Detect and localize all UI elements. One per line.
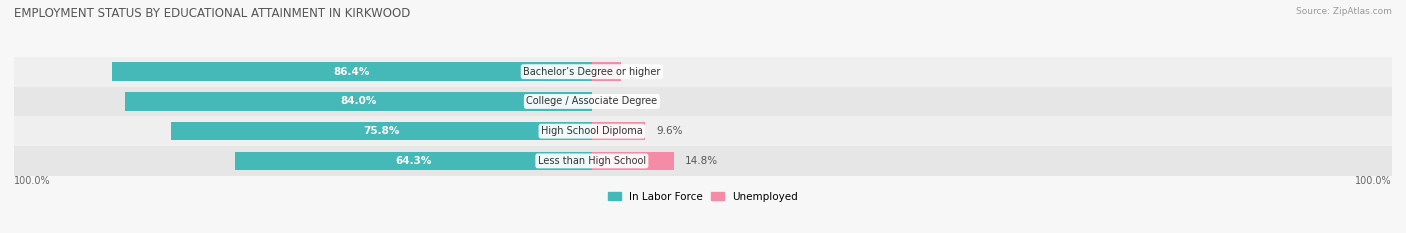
Text: College / Associate Degree: College / Associate Degree [526,96,658,106]
Text: EMPLOYMENT STATUS BY EDUCATIONAL ATTAINMENT IN KIRKWOOD: EMPLOYMENT STATUS BY EDUCATIONAL ATTAINM… [14,7,411,20]
Text: Source: ZipAtlas.com: Source: ZipAtlas.com [1296,7,1392,16]
Text: 75.8%: 75.8% [363,126,399,136]
Text: 9.6%: 9.6% [657,126,683,136]
Bar [170,122,592,140]
Bar [125,92,592,111]
Text: Less than High School: Less than High School [538,156,645,166]
Bar [14,86,1392,116]
Bar [592,122,645,140]
Text: 86.4%: 86.4% [333,67,370,77]
Text: 100.0%: 100.0% [1355,176,1392,186]
Bar [14,116,1392,146]
Bar [235,152,592,170]
Legend: In Labor Force, Unemployed: In Labor Force, Unemployed [609,192,797,202]
Text: Bachelor’s Degree or higher: Bachelor’s Degree or higher [523,67,661,77]
Text: 64.3%: 64.3% [395,156,432,166]
Text: 0.0%: 0.0% [603,96,630,106]
Text: 100.0%: 100.0% [14,176,51,186]
Text: High School Diploma: High School Diploma [541,126,643,136]
Text: 5.3%: 5.3% [633,67,659,77]
Bar [14,146,1392,176]
Bar [14,57,1392,86]
Text: 84.0%: 84.0% [340,96,377,106]
Bar [592,152,673,170]
Text: 14.8%: 14.8% [685,156,718,166]
Bar [592,62,621,81]
Bar [112,62,592,81]
